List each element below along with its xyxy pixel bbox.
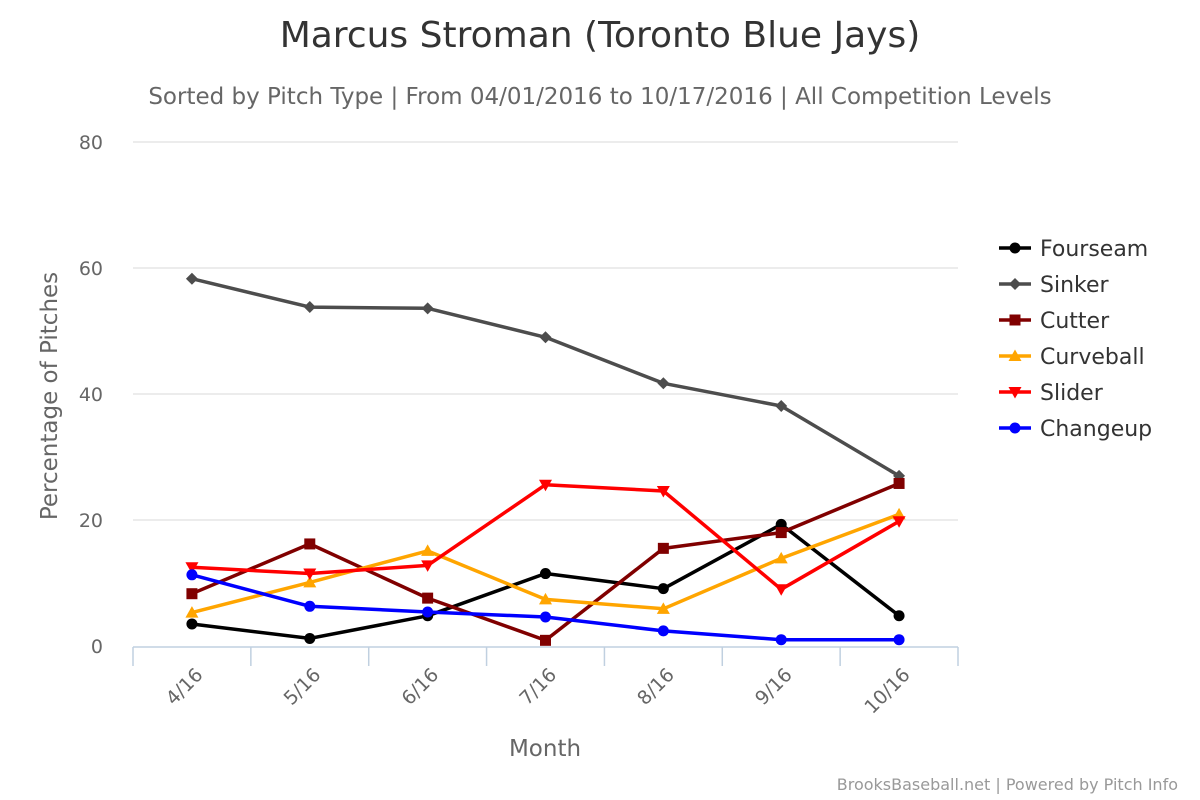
legend-swatch-marker <box>1009 242 1021 254</box>
series-cutter <box>186 477 905 646</box>
credits[interactable]: BrooksBaseball.net | Powered by Pitch In… <box>837 775 1178 794</box>
legend-swatch-marker <box>1008 349 1022 361</box>
data-point-fourseam <box>540 568 551 580</box>
legend-item-fourseam[interactable]: Fourseam <box>999 237 1148 262</box>
legend-item-curveball[interactable]: Curveball <box>999 345 1145 370</box>
legend-swatch-marker <box>1009 278 1021 290</box>
data-point-curveball <box>774 551 788 564</box>
data-point-sinker <box>185 272 198 285</box>
y-tick-label: 20 <box>79 510 103 532</box>
y-axis: 0 20 40 60 80 <box>79 132 103 658</box>
data-point-curveball <box>539 592 552 605</box>
series-curveball <box>185 507 906 618</box>
x-tick-label: 7/16 <box>515 664 561 710</box>
data-point-slider <box>656 486 670 498</box>
data-point-slider <box>774 584 788 596</box>
legend: Fourseam Sinker Cutter Curveball Slider Chang… <box>999 237 1152 442</box>
data-point-cutter <box>186 588 198 600</box>
data-point-curveball <box>185 606 199 618</box>
data-point-slider <box>539 479 552 492</box>
legend-label: Sinker <box>1040 273 1110 298</box>
data-point-sinker <box>539 331 552 344</box>
data-point-cutter <box>304 538 316 550</box>
data-point-cutter <box>657 542 669 554</box>
legend-label: Cutter <box>1040 309 1110 334</box>
grid <box>133 141 958 521</box>
x-tick-label: 5/16 <box>280 664 326 710</box>
y-tick-label: 80 <box>79 132 103 154</box>
data-point-fourseam <box>186 618 198 630</box>
legend-label: Changeup <box>1040 417 1152 442</box>
chart-title: Marcus Stroman (Toronto Blue Jays) <box>280 15 921 56</box>
data-point-sinker <box>303 301 316 314</box>
y-tick-label: 40 <box>79 384 103 406</box>
legend-label: Curveball <box>1040 345 1145 370</box>
x-tick-label: 10/16 <box>860 664 914 718</box>
x-axis-title: Month <box>509 736 581 762</box>
data-point-changeup <box>304 600 316 612</box>
data-point-changeup <box>186 569 198 581</box>
data-point-curveball <box>421 544 435 556</box>
y-tick-label: 0 <box>91 636 103 658</box>
x-tick-label: 9/16 <box>751 664 797 710</box>
x-tick-label: 6/16 <box>397 664 443 710</box>
data-point-cutter <box>775 527 787 539</box>
data-point-sinker <box>421 302 434 315</box>
legend-swatch-marker <box>1008 387 1022 399</box>
legend-item-cutter[interactable]: Cutter <box>999 309 1110 334</box>
data-point-changeup <box>657 625 669 637</box>
data-point-sinker <box>775 399 788 412</box>
y-tick-label: 60 <box>79 258 103 280</box>
data-point-changeup <box>775 634 787 646</box>
series-group <box>185 272 906 646</box>
y-axis-title: Percentage of Pitches <box>37 272 63 520</box>
data-point-fourseam <box>304 632 316 644</box>
legend-item-slider[interactable]: Slider <box>999 381 1104 406</box>
data-point-cutter <box>893 477 905 489</box>
data-point-fourseam <box>657 583 669 595</box>
data-point-slider <box>421 560 435 572</box>
legend-swatch-marker <box>1009 314 1021 326</box>
data-point-curveball <box>303 575 317 588</box>
data-point-cutter <box>422 592 434 604</box>
legend-label: Slider <box>1040 381 1104 406</box>
x-axis: 4/16 5/16 6/16 7/16 8/16 9/16 10/16 <box>132 646 959 718</box>
data-point-curveball <box>656 602 670 614</box>
legend-item-changeup[interactable]: Changeup <box>999 417 1152 442</box>
series-sinker <box>185 272 906 482</box>
x-tick-label: 8/16 <box>633 664 679 710</box>
legend-item-sinker[interactable]: Sinker <box>999 273 1110 298</box>
chart-subtitle: Sorted by Pitch Type | From 04/01/2016 t… <box>148 84 1051 110</box>
data-point-slider <box>892 516 906 528</box>
data-point-sinker <box>657 377 670 390</box>
data-point-changeup <box>893 634 905 646</box>
data-point-slider <box>185 562 199 574</box>
x-tick-label: 4/16 <box>162 664 208 710</box>
series-changeup <box>186 569 905 646</box>
series-slider <box>185 479 906 596</box>
legend-label: Fourseam <box>1040 237 1148 262</box>
data-point-fourseam <box>893 610 905 622</box>
data-point-cutter <box>540 634 551 646</box>
data-point-changeup <box>540 611 551 623</box>
series-line-sinker <box>191 276 900 478</box>
data-point-changeup <box>422 606 434 618</box>
legend-swatch-marker <box>1009 422 1021 434</box>
data-point-slider <box>303 568 317 581</box>
